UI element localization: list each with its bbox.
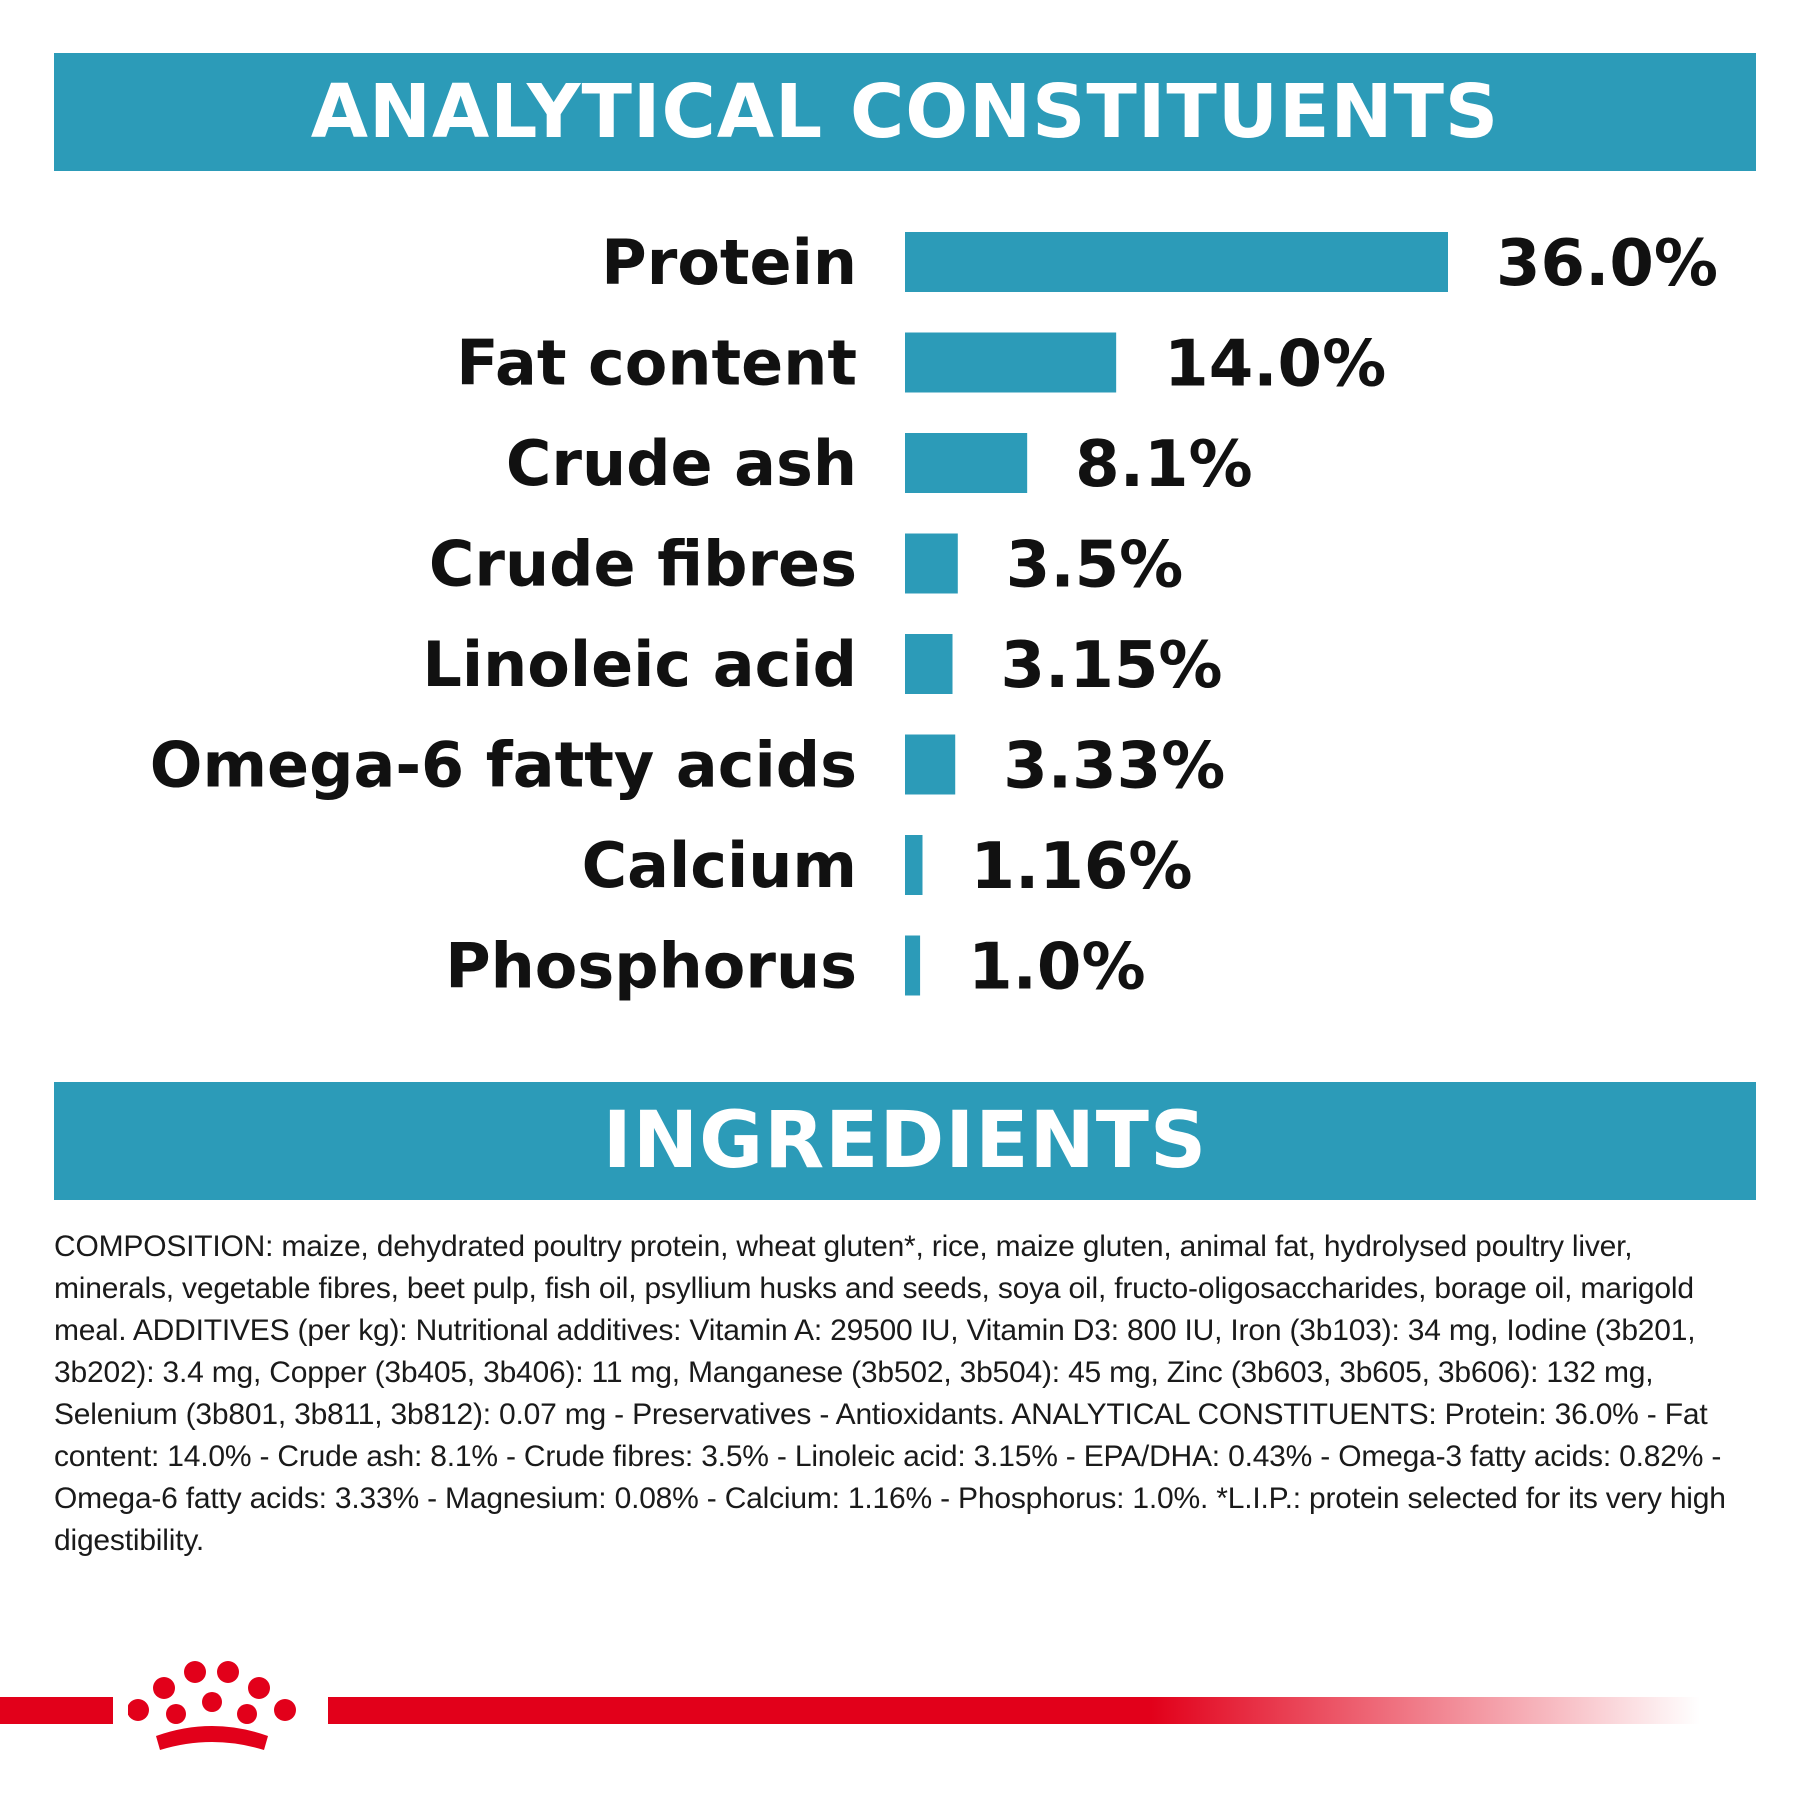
- analytical-constituents-chart: Protein 36.0% Fat content 14.0% Crude ash 8.1…: [150, 226, 1718, 1005]
- category-label: Phosphorus: [445, 930, 857, 1003]
- footer-red-line-left: [0, 1697, 113, 1724]
- bar: [905, 332, 1117, 393]
- value-label: 36.0%: [1496, 227, 1718, 301]
- value-label: 14.0%: [1164, 328, 1386, 402]
- bar: [905, 533, 958, 594]
- category-label: Fat content: [456, 327, 857, 400]
- category-label: Protein: [601, 226, 857, 299]
- value-label: 3.5%: [1006, 529, 1184, 603]
- value-label: 3.15%: [1001, 629, 1223, 703]
- bar: [905, 634, 953, 694]
- value-label: 8.1%: [1075, 428, 1253, 502]
- value-label: 1.0%: [968, 931, 1145, 1005]
- bar: [905, 232, 1448, 292]
- value-label: 1.16%: [970, 830, 1192, 904]
- category-label: Calcium: [582, 829, 857, 902]
- bar: [905, 935, 921, 996]
- footer-red-line-right: [328, 1697, 1700, 1724]
- analytical-constituents-title: ANALYTICAL CONSTITUENTS: [310, 69, 1500, 155]
- ingredients-header: INGREDIENTS: [54, 1082, 1756, 1200]
- ingredients-title: INGREDIENTS: [602, 1096, 1208, 1186]
- crown-icon: [128, 1661, 296, 1750]
- category-label: Crude fibres: [429, 528, 857, 601]
- analytical-constituents-header: ANALYTICAL CONSTITUENTS: [54, 53, 1756, 171]
- ingredients-composition-text: COMPOSITION: maize, dehydrated poultry p…: [54, 1230, 1726, 1557]
- bar: [905, 734, 956, 795]
- category-label: Linoleic acid: [422, 628, 857, 701]
- category-label: Omega-6 fatty acids: [150, 729, 857, 802]
- value-label: 3.33%: [1003, 730, 1225, 804]
- bar: [905, 433, 1028, 493]
- bar: [905, 835, 923, 895]
- category-label: Crude ash: [506, 427, 857, 500]
